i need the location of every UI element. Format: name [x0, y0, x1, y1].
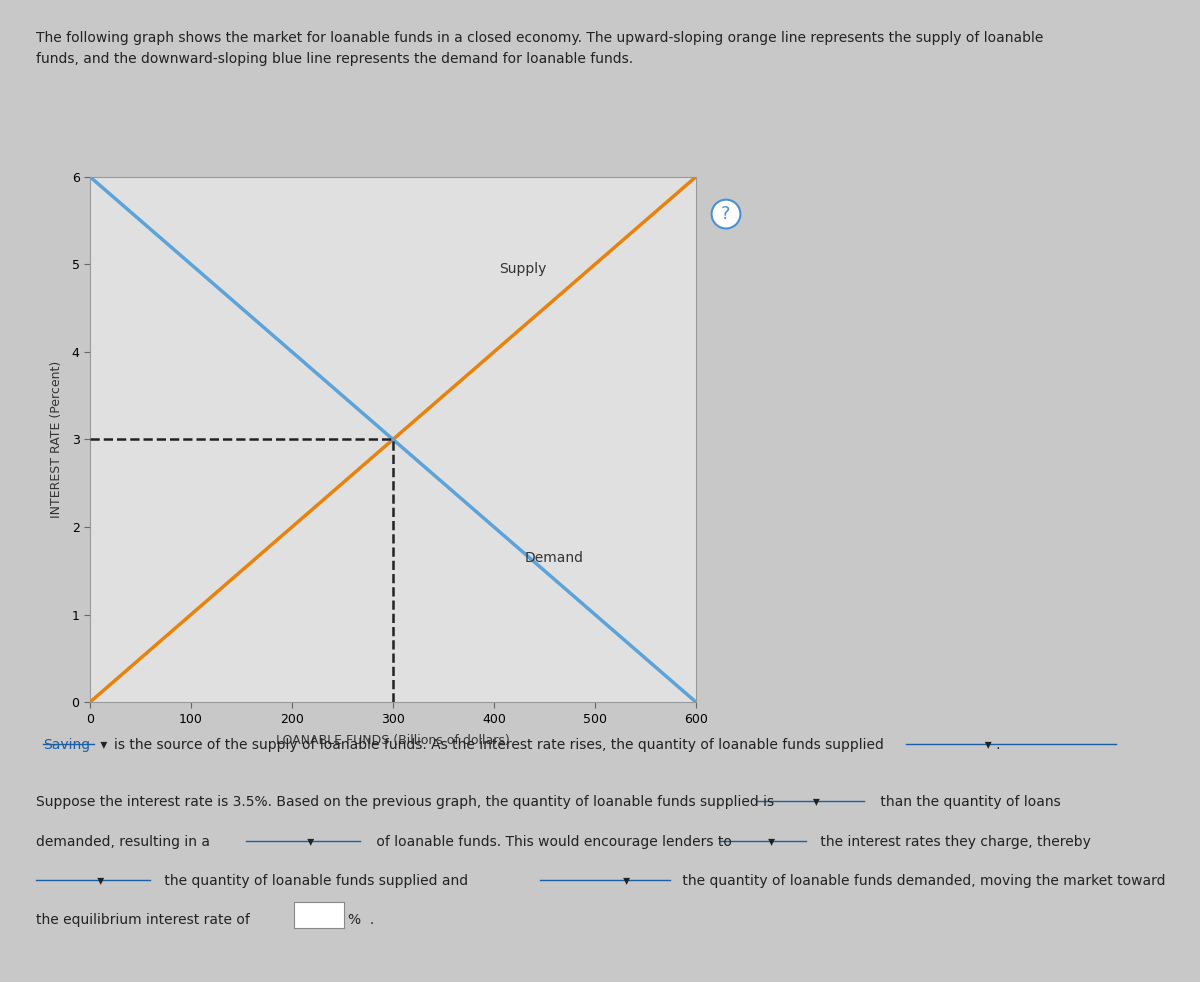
- Text: ▾: ▾: [36, 874, 104, 888]
- Text: ▾: ▾: [540, 874, 630, 888]
- X-axis label: LOANABLE FUNDS (Billions of dollars): LOANABLE FUNDS (Billions of dollars): [276, 734, 510, 747]
- Text: of loanable funds. This would encourage lenders to: of loanable funds. This would encourage …: [372, 835, 732, 848]
- Text: the quantity of loanable funds supplied and: the quantity of loanable funds supplied …: [160, 874, 468, 888]
- Text: ▾: ▾: [246, 835, 314, 848]
- Text: funds, and the downward-sloping blue line represents the demand for loanable fun: funds, and the downward-sloping blue lin…: [36, 52, 634, 66]
- Text: demanded, resulting in a: demanded, resulting in a: [36, 835, 210, 848]
- Text: ▾: ▾: [720, 835, 775, 848]
- Text: %  .: % .: [348, 913, 374, 927]
- Text: Supply: Supply: [499, 261, 546, 276]
- Text: Suppose the interest rate is 3.5%. Based on the previous graph, the quantity of : Suppose the interest rate is 3.5%. Based…: [36, 795, 774, 809]
- Text: ?: ?: [721, 205, 731, 223]
- Text: than the quantity of loans: than the quantity of loans: [876, 795, 1061, 809]
- Text: is the source of the supply of loanable funds. As the interest rate rises, the q: is the source of the supply of loanable …: [114, 738, 884, 752]
- Text: the equilibrium interest rate of: the equilibrium interest rate of: [36, 913, 250, 927]
- Text: ▾ .: ▾ .: [906, 738, 1001, 752]
- Text: the quantity of loanable funds demanded, moving the market toward: the quantity of loanable funds demanded,…: [678, 874, 1165, 888]
- Text: ▾: ▾: [756, 795, 820, 809]
- Text: Saving: Saving: [43, 738, 90, 752]
- Text: the interest rates they charge, thereby: the interest rates they charge, thereby: [816, 835, 1091, 848]
- Text: The following graph shows the market for loanable funds in a closed economy. The: The following graph shows the market for…: [36, 31, 1043, 45]
- Text: ▾: ▾: [96, 738, 107, 752]
- Text: Demand: Demand: [524, 551, 583, 565]
- Y-axis label: INTEREST RATE (Percent): INTEREST RATE (Percent): [50, 360, 64, 518]
